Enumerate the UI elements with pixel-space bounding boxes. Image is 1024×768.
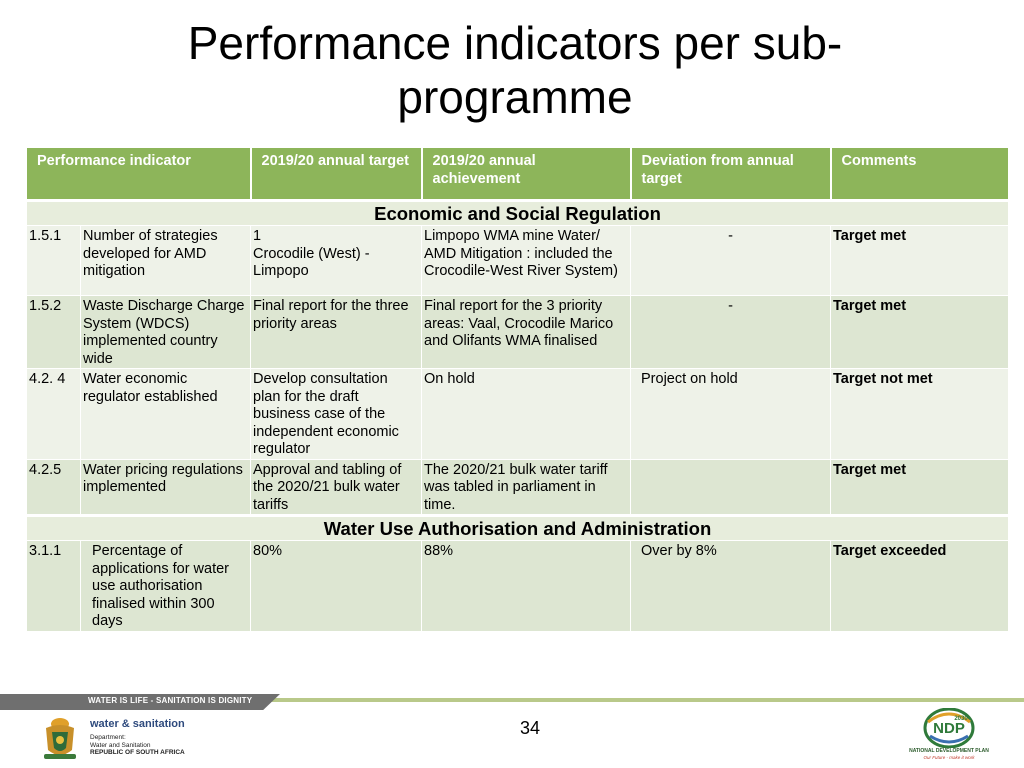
footer-slogan-bar — [0, 694, 280, 710]
section-title: Water Use Authorisation and Administrati… — [27, 517, 1009, 540]
table-row: 1.5.2 Waste Discharge Charge System (WDC… — [26, 295, 1010, 369]
deviation — [630, 459, 832, 515]
header-deviation: Deviation from annual target — [630, 148, 832, 200]
indicator-name: Water economic regulator established — [79, 368, 252, 460]
department-logo: water & sanitation Department: Water and… — [38, 714, 208, 764]
indicator-number: 3.1.1 — [26, 540, 81, 632]
annual-target: 1 Crocodile (West) - Limpopo — [250, 225, 423, 296]
department-line-3: REPUBLIC OF SOUTH AFRICA — [90, 749, 185, 756]
comment: Target met — [830, 225, 1010, 296]
section-row-economic: Economic and Social Regulation — [25, 199, 1010, 226]
table-header-row: Performance indicator 2019/20 annual tar… — [25, 148, 1010, 200]
annual-target: 80% — [250, 540, 423, 632]
coat-of-arms-icon — [44, 718, 76, 759]
ndp-name: NATIONAL DEVELOPMENT PLAN — [909, 748, 989, 754]
indicator-name: Percentage of applications for water use… — [79, 540, 252, 632]
table-row: 4.2.5 Water pricing regulations implemen… — [26, 459, 1010, 515]
performance-table: Performance indicator 2019/20 annual tar… — [25, 148, 1010, 632]
deviation: Over by 8% — [630, 540, 832, 632]
indicator-name: Waste Discharge Charge System (WDCS) imp… — [79, 295, 252, 369]
annual-achievement: Limpopo WMA mine Water/ AMD Mitigation :… — [421, 225, 632, 296]
annual-achievement: 88% — [421, 540, 632, 632]
deviation: Project on hold — [630, 368, 832, 460]
header-performance-indicator: Performance indicator — [25, 148, 252, 200]
annual-achievement: Final report for the 3 priority areas: V… — [421, 295, 632, 369]
annual-achievement: On hold — [421, 368, 632, 460]
header-annual-achievement: 2019/20 annual achievement — [421, 148, 632, 200]
table-row: 3.1.1 Percentage of applications for wat… — [26, 540, 1010, 632]
indicator-name: Number of strategies developed for AMD m… — [79, 225, 252, 296]
table-row: 1.5.1 Number of strategies developed for… — [26, 225, 1010, 296]
indicator-name: Water pricing regulations implemented — [79, 459, 252, 515]
indicator-number: 1.5.1 — [26, 225, 81, 296]
department-line-1: Department: — [90, 734, 126, 741]
indicator-number: 4.2.5 — [26, 459, 81, 515]
annual-target: Develop consultation plan for the draft … — [250, 368, 423, 460]
deviation: - — [630, 225, 832, 296]
footer-banner: WATER IS LIFE - SANITATION IS DIGNITY — [0, 694, 1024, 710]
comment: Target not met — [830, 368, 1010, 460]
indicator-number: 4.2. 4 — [26, 368, 81, 460]
ndp-logo: NDP 2030 NATIONAL DEVELOPMENT PLAN Our F… — [906, 707, 992, 764]
slide-title: Performance indicators per sub-programme — [187, 17, 843, 123]
comment: Target met — [830, 295, 1010, 369]
deviation: - — [630, 295, 832, 369]
ndp-year: 2030 — [954, 716, 968, 722]
page-number: 34 — [520, 718, 541, 738]
ndp-emblem-icon: NDP 2030 — [923, 707, 975, 749]
annual-target: Final report for the three priority area… — [250, 295, 423, 369]
department-line-2: Water and Sanitation — [90, 741, 151, 749]
footer-slogan: WATER IS LIFE - SANITATION IS DIGNITY — [88, 696, 253, 705]
indicator-number: 1.5.2 — [26, 295, 81, 369]
section-row-water-use: Water Use Authorisation and Administrati… — [25, 514, 1010, 541]
header-comments: Comments — [830, 148, 1010, 200]
department-name: water & sanitation — [90, 718, 185, 730]
comment: Target exceeded — [830, 540, 1010, 632]
ndp-tagline: Our Future - make it work — [923, 755, 975, 760]
header-annual-target: 2019/20 annual target — [250, 148, 423, 200]
department-details: Department: Water and Sanitation REPUBLI… — [90, 734, 185, 757]
table-row: 4.2. 4 Water economic regulator establis… — [26, 368, 1010, 460]
comment: Target met — [830, 459, 1010, 515]
footer-line — [250, 698, 1024, 702]
annual-target: Approval and tabling of the 2020/21 bulk… — [250, 459, 423, 515]
ndp-letters: NDP — [933, 720, 965, 737]
section-title: Economic and Social Regulation — [27, 202, 1009, 225]
annual-achievement: The 2020/21 bulk water tariff was tabled… — [421, 459, 632, 515]
